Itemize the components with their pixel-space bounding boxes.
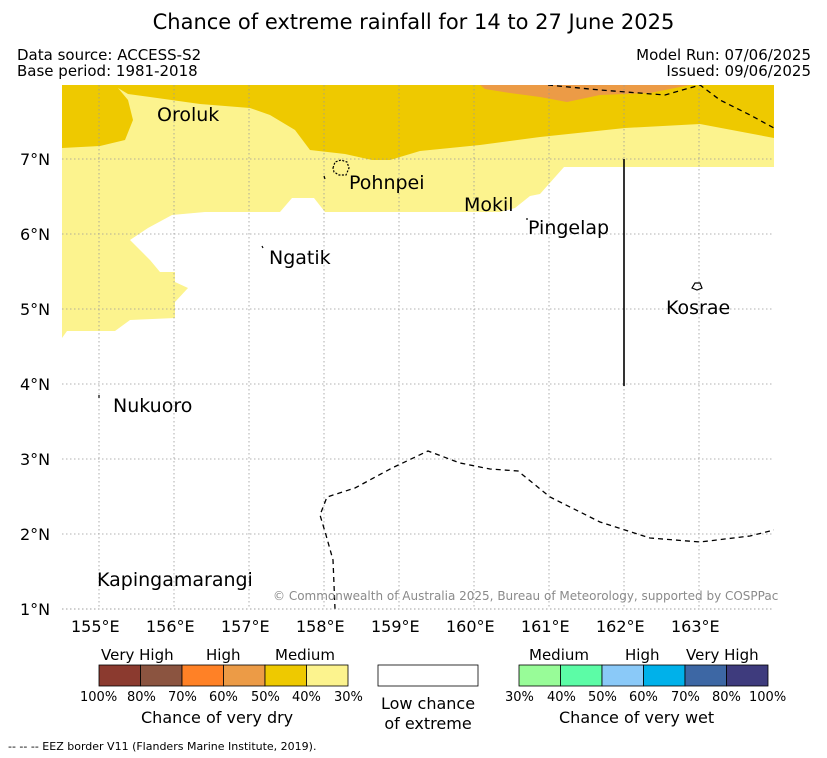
dry-medium-region	[62, 85, 774, 338]
wet-legend-title: Chance of very wet	[559, 708, 715, 727]
place-label-kosrae: Kosrae	[666, 297, 731, 319]
data-source: Data source: ACCESS-S2	[17, 46, 202, 64]
dry-group-medium: Medium	[275, 646, 335, 664]
lon-tick: 156°E	[146, 617, 195, 636]
eez-border-south	[319, 450, 774, 609]
wet-swatch-5	[684, 664, 727, 687]
lon-tick: 157°E	[221, 617, 270, 636]
place-label-kapingamarangi: Kapingamarangi	[97, 569, 253, 591]
dry-swatch-5	[264, 664, 307, 687]
kosrae-island	[691, 282, 703, 291]
copyright-notice: © Commonwealth of Australia 2025, Bureau…	[273, 589, 779, 603]
lat-tick: 6°N	[20, 225, 51, 244]
lon-tick: 162°E	[596, 617, 645, 636]
probability-fields	[62, 85, 774, 338]
wet-pct: 40%	[547, 690, 576, 705]
wet-swatch-6	[726, 664, 769, 687]
low-chance-line1: Low chance	[380, 694, 476, 713]
pohnpei-island	[332, 159, 350, 176]
lon-tick: 158°E	[296, 617, 345, 636]
wet-group-very-high: Very High	[686, 646, 759, 664]
place-label-mokil: Mokil	[464, 194, 514, 216]
wet-group-high: High	[625, 646, 660, 664]
lat-tick: 2°N	[20, 525, 51, 544]
gridlines	[62, 85, 774, 610]
dry-pct: 40%	[292, 690, 321, 705]
lat-tick: 5°N	[20, 300, 51, 319]
place-label-pohnpei: Pohnpei	[349, 172, 425, 194]
wet-swatch-4	[643, 664, 686, 687]
lat-tick: 3°N	[20, 450, 51, 469]
wet-pct: 70%	[671, 690, 700, 705]
wet-pct: 30%	[505, 690, 534, 705]
place-label-nukuoro: Nukuoro	[113, 395, 193, 417]
wet-swatch-2	[560, 664, 603, 687]
lon-tick: 163°E	[671, 617, 720, 636]
dry-pct: 60%	[209, 690, 238, 705]
place-label-ngatik: Ngatik	[269, 247, 331, 269]
dry-legend-title: Chance of very dry	[141, 708, 294, 727]
islands	[98, 159, 703, 398]
base-period: Base period: 1981-2018	[17, 62, 198, 80]
lat-tick: 4°N	[20, 375, 51, 394]
dry-swatch-2	[140, 664, 183, 687]
lat-tick: 7°N	[20, 150, 51, 169]
model-run: Model Run: 07/06/2025	[636, 46, 811, 64]
dry-group-high: High	[206, 646, 241, 664]
wet-pct: 80%	[712, 690, 741, 705]
dry-high-region	[62, 85, 774, 160]
issued-date: Issued: 09/06/2025	[666, 62, 811, 80]
map-title: Chance of extreme rainfall for 14 to 27 …	[152, 10, 675, 34]
place-label-oroluk: Oroluk	[157, 104, 220, 126]
lat-tick: 1°N	[20, 600, 51, 619]
dry-pct: 80%	[127, 690, 156, 705]
dry-legend-bar	[98, 664, 349, 687]
dry-pct: 70%	[168, 690, 197, 705]
lon-tick: 160°E	[446, 617, 495, 636]
wet-pct: 100%	[749, 690, 787, 705]
dry-pct: 30%	[334, 690, 363, 705]
dry-swatch-4	[223, 664, 266, 687]
wet-swatch-1	[518, 664, 561, 687]
eez-footnote: -- -- -- EEZ border V11 (Flanders Marine…	[8, 740, 317, 753]
dry-pct: 100%	[80, 690, 118, 705]
lon-tick: 159°E	[371, 617, 420, 636]
dry-swatch-1	[98, 664, 141, 687]
wet-group-medium: Medium	[529, 646, 589, 664]
lon-tick: 155°E	[71, 617, 120, 636]
low-chance-line2: of extreme	[384, 714, 472, 733]
low-chance-swatch	[377, 664, 479, 687]
dry-very-high-region	[480, 85, 690, 102]
dry-swatch-3	[181, 664, 224, 687]
lon-tick: 161°E	[521, 617, 570, 636]
wet-legend-bar	[518, 664, 769, 687]
wet-pct: 60%	[629, 690, 658, 705]
dry-group-very-high: Very High	[101, 646, 174, 664]
wet-pct: 50%	[588, 690, 617, 705]
dry-swatch-6	[306, 664, 349, 687]
wet-swatch-3	[601, 664, 644, 687]
dry-pct: 50%	[251, 690, 280, 705]
place-label-pingelap: Pingelap	[528, 217, 610, 239]
